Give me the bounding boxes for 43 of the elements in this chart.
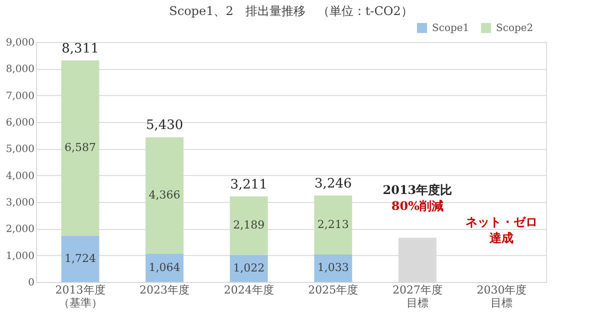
y-tick-label: 4,000 [6,170,34,182]
total-label: 8,311 [62,41,99,56]
y-tick-label: 8,000 [6,64,34,76]
bar [314,254,352,282]
x-tick-label: 2025年度 [308,284,358,296]
legend-label: Scope2 [496,23,534,34]
bar [314,195,352,254]
data-label: 1,724 [64,252,96,266]
bar [146,137,184,254]
x-tick-label: 2024年度 [224,284,274,296]
annotation: 2013年度比 [382,183,452,197]
y-tick-label: 7,000 [6,90,34,102]
y-tick-label: 1,000 [6,250,34,262]
x-tick-label: 2030年度目標 [476,284,527,310]
annotation: 達成 [490,231,514,245]
y-tick-label: 0 [28,278,34,288]
data-label: 6,587 [64,141,96,154]
total-label: 5,430 [146,118,184,134]
data-label: 2,189 [233,218,265,232]
y-tick-label: 2,000 [6,224,34,236]
bar [61,60,100,236]
y-tick-label: 5,000 [6,144,34,156]
x-tick-label: 2023年度 [140,284,190,296]
bar [230,196,268,255]
bar [61,236,100,282]
data-label: 1,033 [317,261,349,274]
y-tick-label: 9,000 [6,38,34,48]
annotation: 80%削減 [391,199,444,213]
data-label: 1,064 [148,260,180,274]
legend-label: Scope1 [432,23,470,34]
y-tick-label: 3,000 [6,198,34,208]
bar [230,254,268,282]
chart-title: Scope1、2 排出量推移 （単位：t-CO2） [169,4,413,18]
total-label: 3,246 [314,176,352,192]
data-label: 1,022 [233,261,265,274]
data-label: 2,213 [317,218,349,231]
total-label: 3,211 [230,177,268,192]
bar [146,254,184,282]
y-tick-label: 6,000 [6,118,34,128]
annotation: ネット・ゼロ [466,215,538,229]
x-tick-label: 2013年度（基準） [55,284,106,310]
x-tick-label: 2027年度目標 [392,284,442,310]
data-label: 4,366 [148,188,180,202]
